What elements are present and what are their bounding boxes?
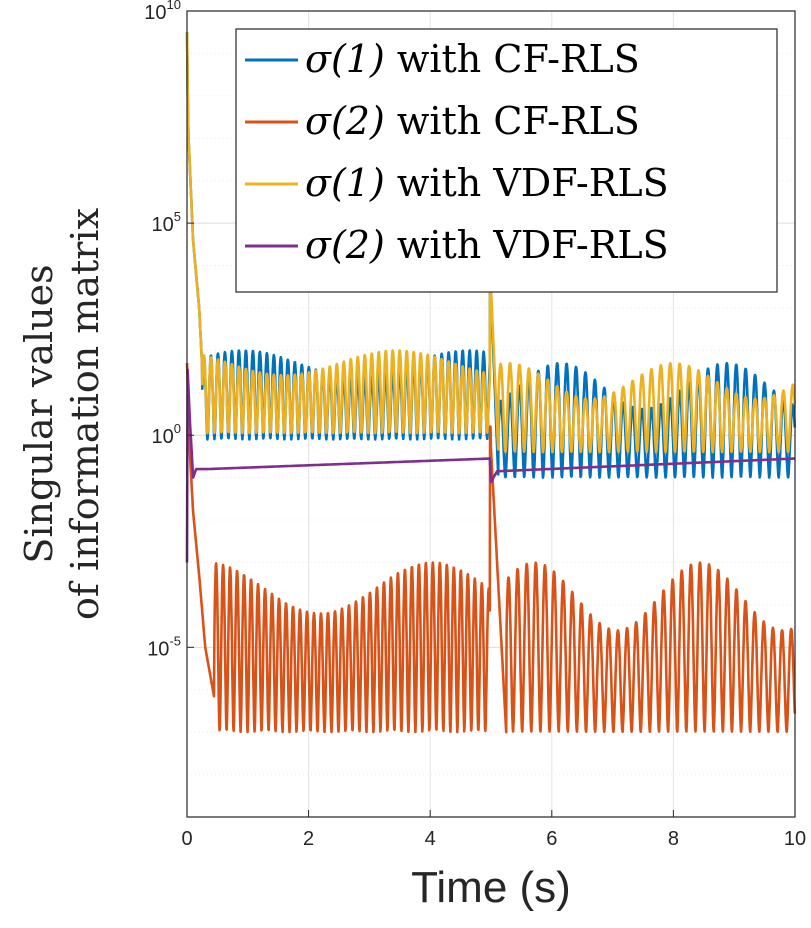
x-tick-label: 4 [425,828,436,850]
y-tick-label: 100 [152,421,181,448]
y-axis-label-line-1: Singular values [17,264,61,563]
y-tick-label: 10-5 [147,633,181,660]
x-tick-label: 2 [303,828,314,850]
y-axis-ticks: 1010 105 100 10-5 [144,0,194,660]
legend-entry-3: σ(1) with VDF-RLS [305,161,669,205]
y-axis-label: Singular values of information matrix [17,208,107,620]
x-axis-label: Time (s) [411,863,571,912]
plot-frame [186,10,796,818]
x-tick-label: 8 [668,828,679,850]
x-tick-label: 6 [546,828,557,850]
legend-entry-2: σ(2) with CF-RLS [305,99,640,143]
x-tick-label: 10 [784,828,806,850]
y-axis-label-line-2: of information matrix [63,208,107,620]
legend-box [235,28,778,293]
x-tick-label: 0 [181,828,192,850]
y-tick-label: 1010 [144,0,181,24]
legend: σ(1) with CF-RLS σ(2) with CF-RLS σ(1) wit… [235,28,778,293]
legend-entry-4: σ(2) with VDF-RLS [305,223,669,267]
legend-entry-1: σ(1) with CF-RLS [305,37,640,81]
y-tick-label: 105 [152,209,181,236]
series-line-4 [185,368,796,563]
x-axis-ticks: 0 2 4 6 8 10 [181,810,806,850]
series-line-2 [185,363,797,734]
